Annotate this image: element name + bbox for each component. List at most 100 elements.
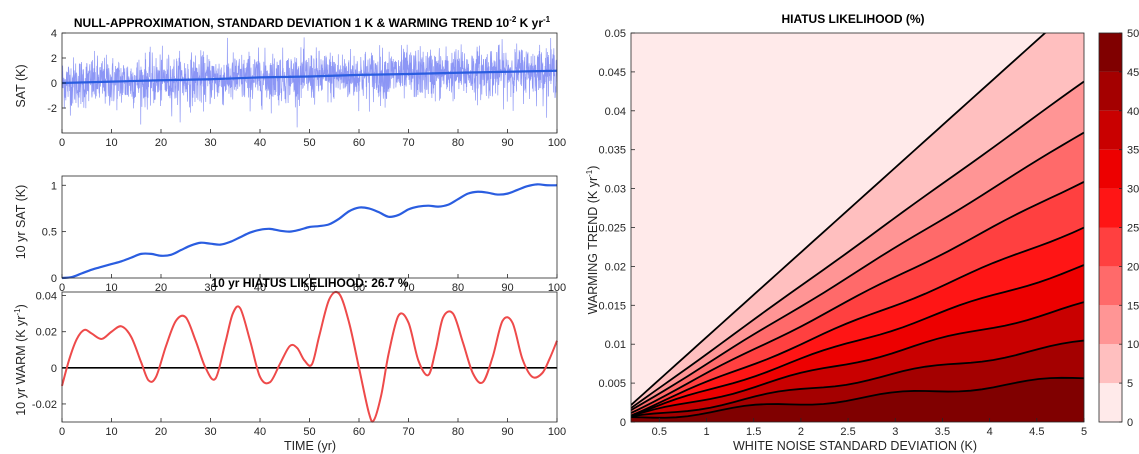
sat10-xtick-label: 50 bbox=[303, 282, 315, 294]
sat10-axes: 0 10 20 30 40 50 60 70 80 90 100 0 0.5 1 bbox=[42, 175, 566, 294]
warm-xtick-label: 70 bbox=[402, 426, 414, 438]
colorbar-tick-label: 20 bbox=[1127, 261, 1139, 273]
warm-axes: 0 10 20 30 40 50 60 70 80 90 100 -0.02 0 0.02 0.04 bbox=[32, 291, 566, 438]
warm-xtick-label: 60 bbox=[353, 426, 365, 438]
colorbar-band bbox=[1099, 149, 1122, 189]
sat10-xtick-label: 100 bbox=[548, 282, 566, 294]
likelihood-contour-line bbox=[631, 131, 1084, 411]
colorbar-tick-label: 0 bbox=[1127, 417, 1133, 429]
colorbar-tick-label: 40 bbox=[1127, 106, 1139, 118]
likelihood-ytick-label: 0 bbox=[620, 417, 626, 429]
likelihood-ytick-label: 0.01 bbox=[605, 339, 626, 351]
colorbar-band bbox=[1099, 71, 1122, 111]
sat10-panel: 10 yr SAT (K) 0 10 20 30 40 50 60 70 80 90 100 0 0.5… bbox=[14, 175, 566, 294]
sat-xtick-label: 40 bbox=[254, 137, 266, 149]
likelihood-contour-line bbox=[631, 181, 1084, 414]
likelihood-plot-area bbox=[631, 33, 1084, 422]
colorbar-band bbox=[1099, 344, 1122, 384]
likelihood-xtick-label: 4 bbox=[987, 426, 993, 438]
colorbar-band bbox=[1099, 188, 1122, 228]
likelihood-ytick-label: 0.035 bbox=[598, 145, 626, 157]
likelihood-xtick-label: 4.5 bbox=[1029, 426, 1044, 438]
colorbar-tick-label: 25 bbox=[1127, 223, 1139, 235]
sat-ytick-label: 2 bbox=[51, 53, 57, 65]
sat10-xtick-label: 40 bbox=[254, 282, 266, 294]
sat-panel-title: NULL-APPROXIMATION, STANDARD DEVIATION 1… bbox=[74, 15, 551, 30]
sat10-ytick-label: 1 bbox=[51, 180, 57, 192]
likelihood-axes: 0.5 1 1.5 2 2.5 3 3.5 4 4.5 5 0 0.005 0.01 0.015 0.02 0… bbox=[598, 28, 1087, 438]
warm-series bbox=[61, 290, 558, 423]
likelihood-contour-line bbox=[631, 301, 1084, 418]
sat-ytick-label: 0 bbox=[51, 78, 57, 90]
sat10-ytick-label: 0.5 bbox=[42, 227, 57, 239]
sat-panel: NULL-APPROXIMATION, STANDARD DEVIATION 1… bbox=[14, 15, 566, 149]
sat-ytick-label: 4 bbox=[51, 28, 57, 40]
likelihood-contour-line bbox=[631, 376, 1084, 419]
likelihood-contour-line bbox=[631, 226, 1084, 417]
warm-xtick-label: 40 bbox=[254, 426, 266, 438]
colorbar-band bbox=[1099, 266, 1122, 306]
sat-xtick-label: 70 bbox=[402, 137, 414, 149]
sat10-xtick-label: 0 bbox=[59, 282, 65, 294]
sat10-xtick-label: 60 bbox=[353, 282, 365, 294]
sat10-xtick-label: 90 bbox=[501, 282, 513, 294]
likelihood-ylabel: WARMING TREND (K yr-1) bbox=[585, 166, 600, 315]
sat-trend-series bbox=[62, 69, 557, 85]
sat10-xtick-label: 20 bbox=[155, 282, 167, 294]
likelihood-ytick-label: 0.05 bbox=[605, 28, 626, 40]
likelihood-xtick-label: 5 bbox=[1081, 426, 1087, 438]
sat-xtick-label: 60 bbox=[353, 137, 365, 149]
sat-xtick-label: 50 bbox=[303, 137, 315, 149]
likelihood-contour-line bbox=[631, 80, 1084, 409]
likelihood-panel: HIATUS LIKELIHOOD (%) WARMING TREND (K y… bbox=[585, 12, 1139, 453]
likelihood-xtick-label: 2 bbox=[798, 426, 804, 438]
warm-xtick-label: 0 bbox=[59, 426, 65, 438]
colorbar-band bbox=[1099, 110, 1122, 150]
likelihood-contour-line bbox=[631, 264, 1084, 418]
sat-axes-box bbox=[61, 32, 558, 134]
colorbar-band bbox=[1099, 383, 1122, 422]
sat-xtick-label: 100 bbox=[548, 137, 566, 149]
sat-xtick-label: 10 bbox=[105, 137, 117, 149]
sat-xtick-label: 90 bbox=[501, 137, 513, 149]
warm-ytick-label: 0.02 bbox=[36, 327, 57, 339]
warm-xlabel: TIME (yr) bbox=[284, 439, 336, 453]
sat-plot-area bbox=[62, 37, 557, 128]
likelihood-ytick-label: 0.04 bbox=[605, 106, 626, 118]
warm-ytick-label: -0.02 bbox=[32, 399, 57, 411]
sat10-series bbox=[61, 183, 558, 280]
sat10-xtick-label: 10 bbox=[105, 282, 117, 294]
warm-xtick-label: 90 bbox=[501, 426, 513, 438]
likelihood-xlabel: WHITE NOISE STANDARD DEVIATION (K) bbox=[733, 439, 977, 453]
sat-ylabel: SAT (K) bbox=[14, 64, 28, 107]
sat10-ylabel: 10 yr SAT (K) bbox=[14, 185, 28, 260]
warm-plot-area bbox=[61, 290, 558, 423]
colorbar-tick-label: 50 bbox=[1127, 28, 1139, 40]
sat-noise-series bbox=[62, 37, 557, 128]
likelihood-ytick-label: 0.015 bbox=[598, 300, 626, 312]
likelihood-xtick-label: 1 bbox=[703, 426, 709, 438]
sat-xtick-label: 30 bbox=[204, 137, 216, 149]
colorbar-tick-label: 5 bbox=[1127, 378, 1133, 390]
sat10-xtick-label: 70 bbox=[402, 282, 414, 294]
likelihood-title: HIATUS LIKELIHOOD (%) bbox=[781, 12, 924, 26]
colorbar-band bbox=[1099, 33, 1122, 72]
likelihood-ytick-label: 0.025 bbox=[598, 223, 626, 235]
likelihood-xtick-label: 3.5 bbox=[935, 426, 950, 438]
likelihood-ytick-label: 0.005 bbox=[598, 378, 626, 390]
sat-xtick-label: 20 bbox=[155, 137, 167, 149]
colorbar-tick-label: 10 bbox=[1127, 339, 1139, 351]
likelihood-xtick-label: 2.5 bbox=[840, 426, 855, 438]
sat10-ytick-label: 0 bbox=[51, 273, 57, 285]
warm-axes-box bbox=[61, 291, 558, 423]
likelihood-xtick-label: 0.5 bbox=[652, 426, 667, 438]
sat10-xtick-label: 30 bbox=[204, 282, 216, 294]
warm-xtick-label: 100 bbox=[548, 426, 566, 438]
likelihood-ytick-label: 0.03 bbox=[605, 184, 626, 196]
warm-panel-title: 10 yr HIATUS LIKELIHOOD: 26.7 % bbox=[211, 276, 408, 290]
likelihood-contour-line bbox=[631, 33, 1047, 406]
likelihood-ytick-label: 0.02 bbox=[605, 261, 626, 273]
colorbar: 0 5 10 15 20 25 30 35 40 45 50 bbox=[1098, 28, 1139, 429]
colorbar-band bbox=[1099, 305, 1122, 345]
colorbar-tick-label: 15 bbox=[1127, 300, 1139, 312]
